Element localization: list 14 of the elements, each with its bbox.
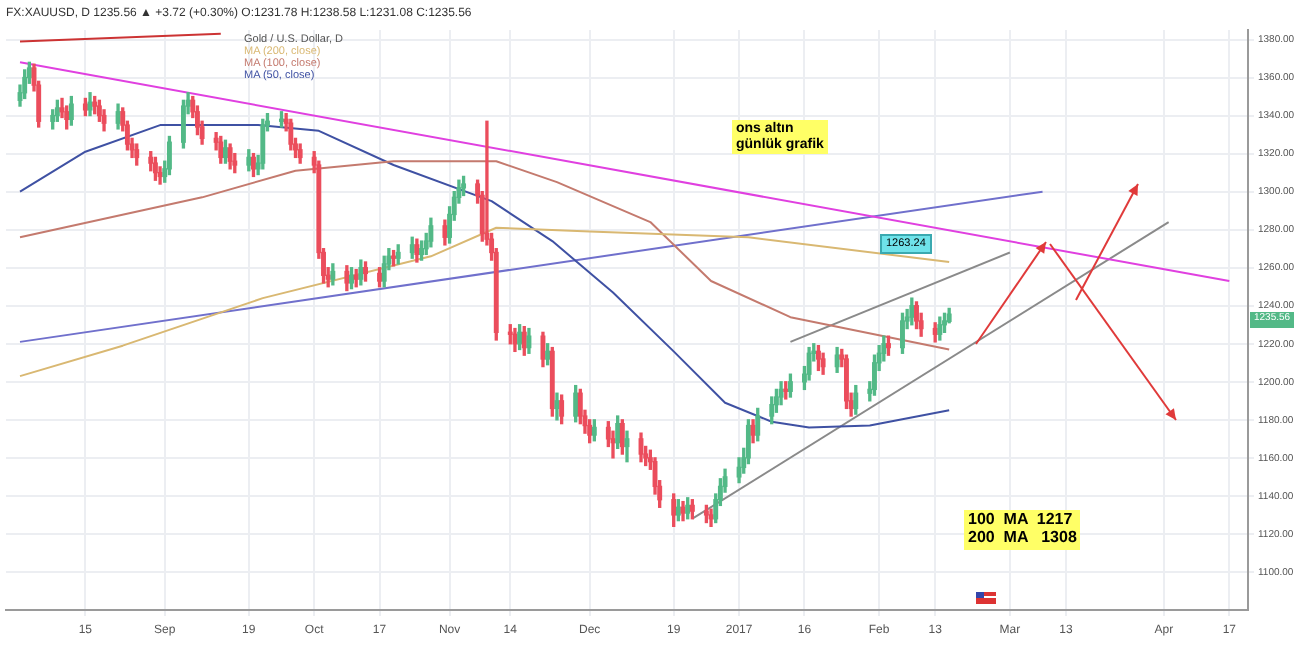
candlestick (363, 261, 368, 282)
candlestick (279, 111, 284, 128)
candlestick (419, 240, 425, 261)
candlestick (914, 301, 919, 330)
candlestick (391, 249, 396, 267)
candlestick (942, 312, 947, 334)
candlestick (349, 267, 354, 290)
candlestick (222, 139, 228, 164)
candlestick (900, 312, 905, 354)
candlestick (251, 152, 256, 178)
candlestick (815, 345, 821, 372)
annotation: 100 MA 1217 200 MA 1308 (964, 510, 1081, 550)
candlestick (377, 267, 382, 288)
candlestick (886, 335, 891, 356)
